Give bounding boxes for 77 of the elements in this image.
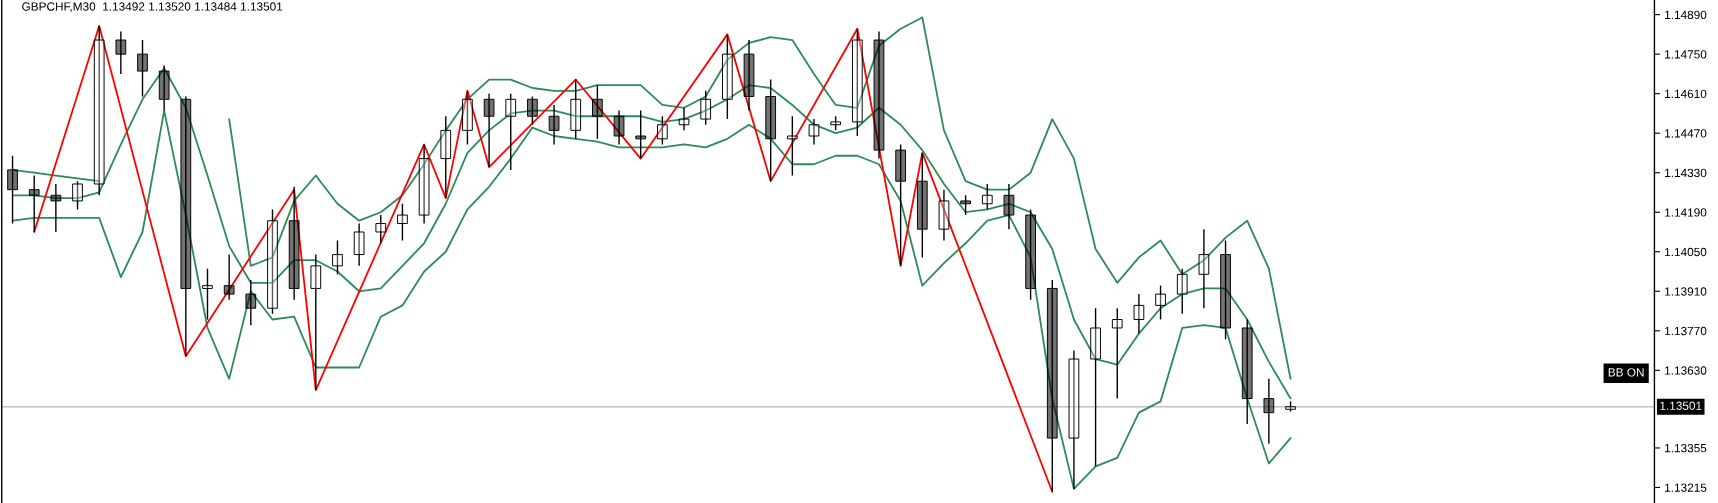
line-series <box>228 16 1292 380</box>
candlestick <box>288 186 300 301</box>
candlestick <box>960 194 971 216</box>
candlestick <box>981 183 993 211</box>
candlestick <box>353 222 365 267</box>
candlestick <box>743 39 755 112</box>
candlestick <box>180 95 192 357</box>
y-tick-label: 1.14470 <box>1665 129 1707 138</box>
candlestick <box>1263 378 1275 445</box>
candlestick <box>418 143 430 225</box>
candlestick <box>1133 293 1145 335</box>
candlestick <box>721 33 733 120</box>
y-tick-label: 1.13910 <box>1665 287 1707 296</box>
candlestick <box>1090 307 1101 467</box>
candlestick <box>635 109 647 160</box>
candlestick <box>700 90 712 126</box>
y-tick-label: 1.14190 <box>1665 208 1707 217</box>
candlestick <box>765 78 777 182</box>
candlestick <box>613 109 625 146</box>
line-series <box>11 67 1292 400</box>
candlestick <box>245 279 257 326</box>
candlestick <box>397 203 408 242</box>
candlestick <box>483 92 495 168</box>
candlestick <box>592 84 603 140</box>
candlestick <box>548 104 560 146</box>
candlestick <box>1111 307 1123 400</box>
text: BB ON <box>1608 368 1644 377</box>
chart-title: GBPCHF,M30 1.13492 1.13520 1.13484 1.13501 <box>22 2 283 13</box>
candlestick <box>938 188 950 242</box>
candlestick <box>1220 239 1231 340</box>
candlestick <box>158 64 170 112</box>
candlestick <box>1003 183 1015 230</box>
candlestick <box>657 115 668 146</box>
candlestick <box>50 183 62 233</box>
candlestick <box>223 253 235 301</box>
candlestick <box>1155 284 1166 321</box>
candlestick <box>1241 318 1253 425</box>
candlestick <box>505 92 517 171</box>
candlestick <box>375 214 387 244</box>
candlestick <box>93 25 105 196</box>
y-tick-label: 1.14750 <box>1665 50 1707 59</box>
candlestick <box>137 39 148 98</box>
candlestick <box>28 174 40 233</box>
candlestick <box>440 115 452 199</box>
candlestick <box>1025 208 1036 301</box>
candlestick <box>678 107 690 132</box>
line-series <box>11 109 1292 490</box>
candlestick <box>1176 267 1188 315</box>
candlestick <box>873 30 885 160</box>
candlestick <box>1068 349 1080 490</box>
candlestick <box>462 90 473 146</box>
ref-line-label: 1.13501 <box>1660 401 1702 410</box>
y-tick-label: 1.13355 <box>1665 443 1707 453</box>
candlestick <box>115 30 127 75</box>
candlestick <box>786 115 798 177</box>
y-tick-label: 1.13215 <box>1665 483 1707 492</box>
candlestick <box>527 95 538 126</box>
y-tick-label: 1.13630 <box>1665 366 1707 375</box>
candlestick <box>202 267 213 321</box>
candlestick <box>570 78 582 140</box>
candlestick <box>1198 228 1210 309</box>
candlestick <box>851 28 863 137</box>
candlestick <box>895 143 906 267</box>
line-series <box>33 25 1054 493</box>
candlestick <box>310 253 322 391</box>
y-tick-label: 1.14050 <box>1665 247 1707 257</box>
y-tick-label: 1.14890 <box>1665 10 1707 20</box>
y-tick-label: 1.14330 <box>1665 168 1707 178</box>
candlestick <box>72 180 83 211</box>
candlestick <box>1046 279 1058 493</box>
candlestick <box>808 118 820 146</box>
candlestick <box>267 208 278 315</box>
y-tick-label: 1.13770 <box>1665 326 1707 336</box>
y-tick-label: 1.14610 <box>1665 89 1707 99</box>
candlestick <box>916 152 928 259</box>
candlestick <box>7 155 18 225</box>
candlestick <box>332 239 343 276</box>
